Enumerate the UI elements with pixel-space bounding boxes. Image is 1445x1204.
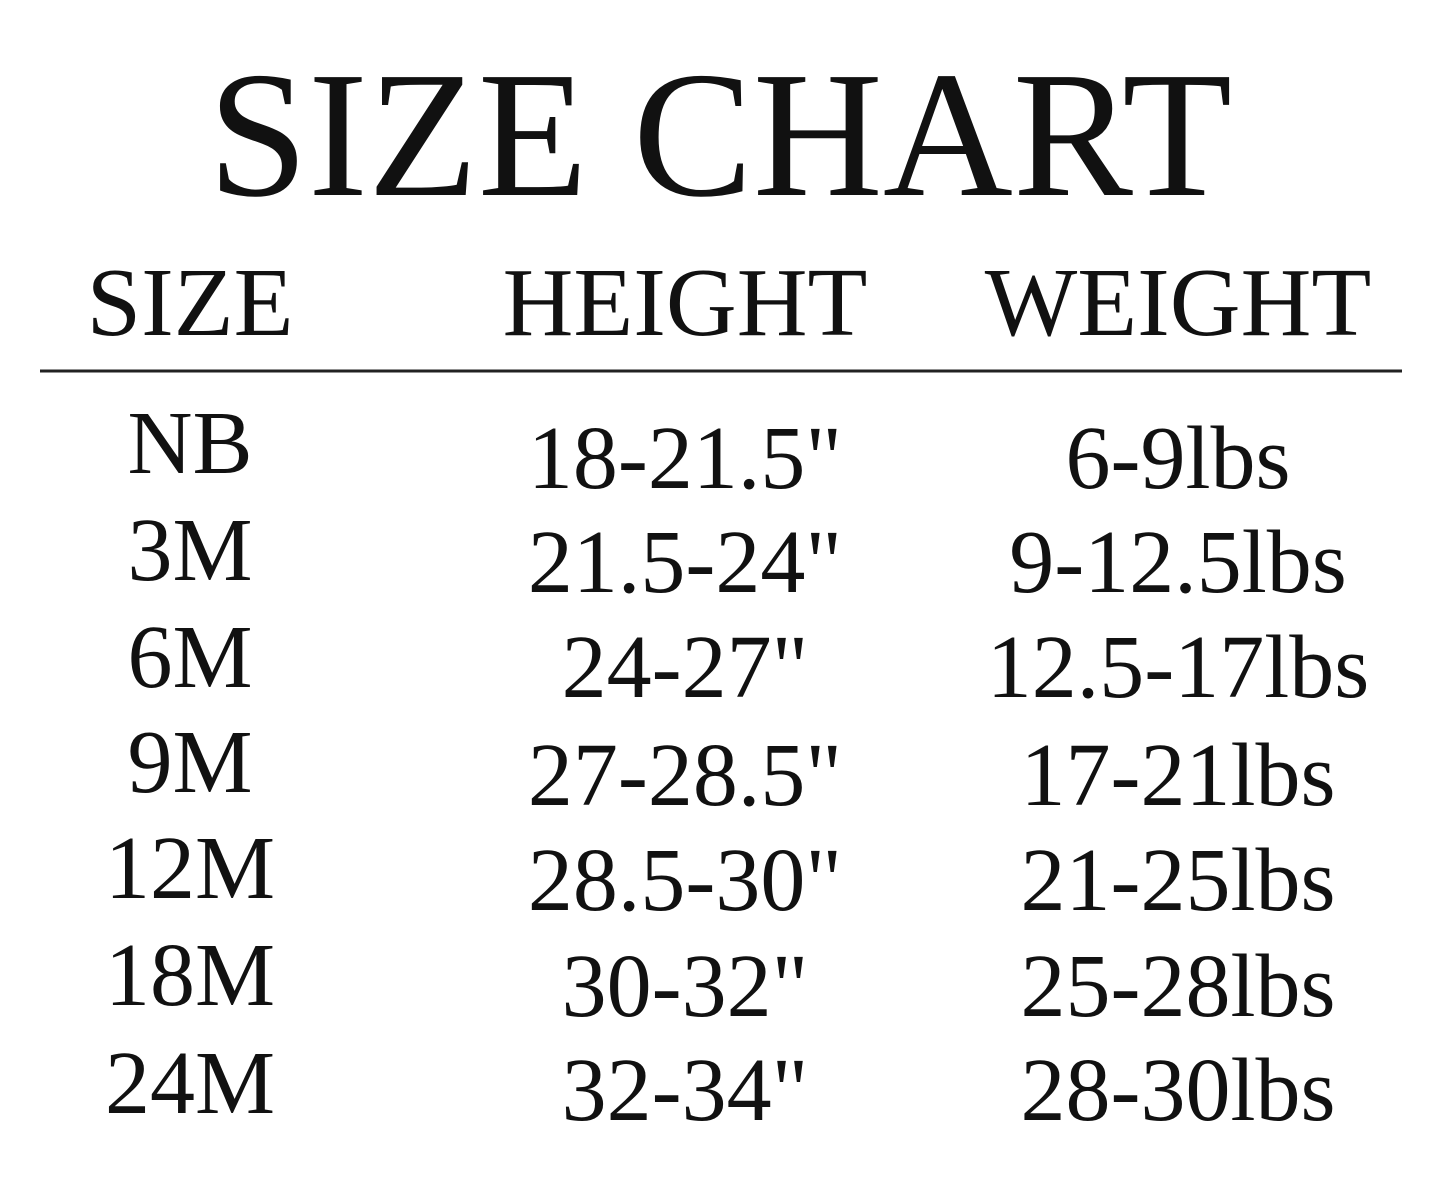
size-cell: 18M xyxy=(105,926,275,1025)
height-cell: 28.5-30" xyxy=(528,831,842,930)
height-cell: 27-28.5" xyxy=(528,726,842,825)
height-cell: 18-21.5" xyxy=(528,409,842,508)
title: SIZE CHART xyxy=(208,35,1232,234)
weight-cell: 12.5-17lbs xyxy=(987,618,1370,717)
height-cell: 24-27" xyxy=(562,618,809,717)
column-header: SIZE xyxy=(87,249,294,357)
size-cell: 3M xyxy=(127,501,252,600)
size-cell: 12M xyxy=(105,819,275,918)
table: SIZE HEIGHT WEIGHT NB 18-21.5" 6-9lbs 3M 21.5-2… xyxy=(87,249,1372,1140)
weight-cell: 28-30lbs xyxy=(1021,1041,1336,1140)
size-cell: 6M xyxy=(127,608,252,707)
column-header: HEIGHT xyxy=(503,249,868,357)
weight-cell: 17-21lbs xyxy=(1021,726,1336,825)
weight-cell: 21-25lbs xyxy=(1021,831,1336,930)
weight-cell: 25-28lbs xyxy=(1021,937,1336,1036)
column-header: WEIGHT xyxy=(985,249,1371,357)
size-cell: 24M xyxy=(105,1034,275,1133)
height-cell: 30-32" xyxy=(562,937,809,1036)
height-cell: 21.5-24" xyxy=(528,513,842,612)
weight-cell: 6-9lbs xyxy=(1066,409,1291,508)
weight-cell: 9-12.5lbs xyxy=(1009,513,1347,612)
size-cell: 9M xyxy=(127,713,252,812)
size-cell: NB xyxy=(127,394,252,493)
height-cell: 32-34" xyxy=(562,1041,809,1140)
